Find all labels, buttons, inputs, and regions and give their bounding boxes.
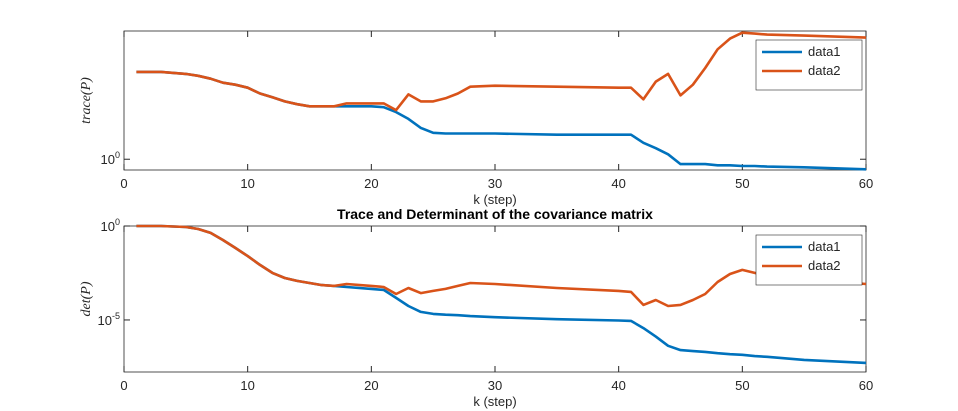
legend-box — [755, 39, 863, 91]
y-tick-label: 10-5 — [98, 311, 120, 328]
y-tick-label: 100 — [101, 150, 120, 167]
x-tick-label: 0 — [120, 378, 127, 393]
x-axis-label: k (step) — [473, 192, 516, 207]
x-tick-label: 0 — [120, 176, 127, 191]
axes-background — [123, 225, 867, 373]
x-tick-label: 30 — [488, 378, 502, 393]
x-tick-label: 60 — [859, 176, 873, 191]
series-line — [136, 224, 867, 308]
chart-title: Trace and Determinant of the covariance … — [337, 206, 653, 222]
legend-box — [755, 234, 863, 286]
x-tick-label: 10 — [240, 176, 254, 191]
x-tick-label: 50 — [735, 378, 749, 393]
x-axis-label: k (step) — [473, 394, 516, 409]
legend-label: data2 — [808, 258, 841, 273]
x-tick-label: 40 — [611, 378, 625, 393]
legend-label: data2 — [808, 63, 841, 78]
legend-label: data1 — [808, 239, 841, 254]
x-tick-label: 60 — [859, 378, 873, 393]
x-tick-label: 30 — [488, 176, 502, 191]
x-tick-label: 20 — [364, 176, 378, 191]
series-line — [136, 31, 867, 112]
x-tick-label: 40 — [611, 176, 625, 191]
x-tick-label: 20 — [364, 378, 378, 393]
x-tick-label: 50 — [735, 176, 749, 191]
y-tick-label: 100 — [101, 217, 120, 234]
x-tick-label: 10 — [240, 378, 254, 393]
axes-background — [123, 30, 867, 171]
y-axis-label: det(P) — [79, 281, 94, 316]
legend-label: data1 — [808, 44, 841, 59]
y-axis-label: trace(P) — [79, 77, 94, 124]
